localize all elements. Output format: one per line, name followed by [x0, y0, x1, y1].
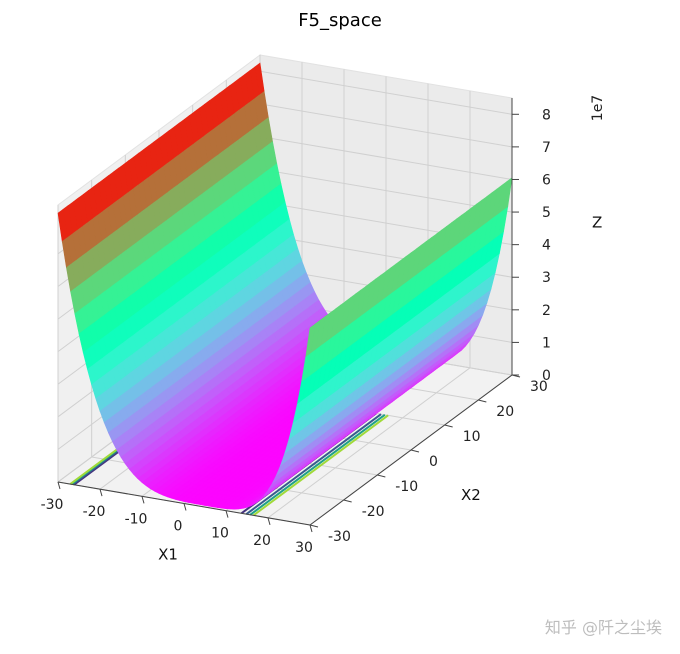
x2-tick-label: -30: [328, 529, 351, 545]
x2-tick-mark: [410, 449, 420, 453]
x2-tick-mark: [377, 474, 386, 478]
watermark: 知乎 @阡之尘埃: [544, 618, 662, 637]
x2-tick-label: 0: [429, 454, 438, 470]
contour-line: [252, 414, 389, 517]
x2-tick-mark: [478, 399, 487, 403]
x1-tick-mark: [225, 510, 229, 518]
x2-tick-mark: [343, 499, 352, 503]
x1-tick-mark: [141, 496, 145, 504]
z-tick-label: 3: [542, 270, 551, 286]
x2-tick-label: 20: [496, 404, 514, 420]
contour-line: [249, 413, 386, 516]
x1-tick-label: -20: [83, 504, 106, 520]
x1-tick-label: -30: [41, 497, 64, 513]
z-tick-label: 0: [542, 368, 551, 384]
surface-patch: [305, 323, 316, 358]
surface-mesh: [57, 62, 513, 510]
z-tick-label: 2: [542, 303, 551, 319]
x2-tick-label: -20: [362, 504, 385, 520]
z-tick-label: 7: [542, 140, 551, 156]
x1-tick-label: 10: [211, 526, 229, 542]
z-tick-label: 5: [542, 205, 551, 221]
x1-tick-mark: [183, 503, 187, 511]
x1-axis-label: X1: [158, 546, 178, 564]
tick-labels: -30 -20 -10 0 10 20 30 X1 -30 -20 -10 0 10 20 30 X2 0 1 2 3…: [41, 95, 606, 564]
z-tick-label: 4: [542, 238, 551, 254]
x2-axis-label: X2: [461, 486, 481, 504]
z-tick-label: 6: [542, 173, 551, 189]
x1-tick-label: 30: [295, 540, 313, 556]
z-tick-label: 8: [542, 107, 551, 123]
x1-tick-mark: [309, 524, 313, 533]
x2-tick-label: 10: [463, 429, 481, 445]
x1-tick-mark: [99, 489, 103, 497]
z-offset-text: 1e7: [590, 95, 606, 121]
x2-tick-mark: [444, 424, 453, 428]
contour-line: [245, 413, 382, 515]
chart-title: F5_space: [298, 10, 382, 31]
x2-tick-label: 30: [530, 379, 548, 395]
x2-tick-mark: [309, 524, 319, 528]
z-axis-label: Z: [592, 214, 602, 232]
z-tick-label: 1: [542, 335, 551, 351]
x1-tick-label: 20: [253, 533, 271, 549]
x2-tick-label: -10: [395, 479, 418, 495]
x1-tick-label: -10: [125, 511, 148, 527]
x1-tick-label: 0: [174, 519, 183, 535]
x1-tick-mark: [267, 517, 271, 525]
x1-tick-mark: [57, 481, 61, 490]
